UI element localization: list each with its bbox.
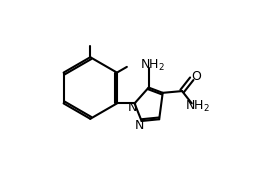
Text: NH$_2$: NH$_2$ [184,99,209,114]
Text: NH$_2$: NH$_2$ [140,58,165,73]
Text: N: N [128,101,138,114]
Text: N: N [135,119,144,132]
Text: O: O [191,70,201,83]
